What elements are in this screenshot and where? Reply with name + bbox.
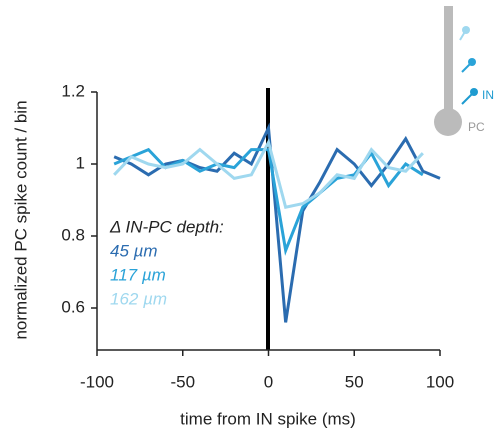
series-line <box>113 122 441 323</box>
legend-title: Δ IN-PC depth: <box>109 217 224 236</box>
x-tick-label: -100 <box>80 372 114 391</box>
y-tick-label: 1 <box>76 153 85 172</box>
icon: IN PC <box>434 6 494 136</box>
y-tick-label: 0.6 <box>61 297 85 316</box>
y-tick-label: 0.8 <box>61 225 85 244</box>
in-label: IN <box>482 88 494 102</box>
axon <box>461 91 475 105</box>
axon <box>461 61 473 73</box>
x-tick-label: 0 <box>264 372 273 391</box>
legend-entry: 117 µm <box>110 265 166 284</box>
x-tick-label: 50 <box>345 372 364 391</box>
pc-soma <box>434 108 462 136</box>
legend-entry: 162 µm <box>110 289 167 308</box>
x-tick-label: 100 <box>426 372 454 391</box>
x-tick-label: -50 <box>170 372 195 391</box>
y-axis-label: normalized PC spike count / bin <box>11 100 30 339</box>
y-tick-label: 1.2 <box>61 81 85 100</box>
legend-entry: 45 µm <box>110 241 158 260</box>
series-line <box>113 138 424 209</box>
pc-label: PC <box>468 120 485 134</box>
pc-dendrite <box>444 6 453 116</box>
x-axis-label: time from IN spike (ms) <box>180 409 356 428</box>
axon <box>459 29 467 41</box>
